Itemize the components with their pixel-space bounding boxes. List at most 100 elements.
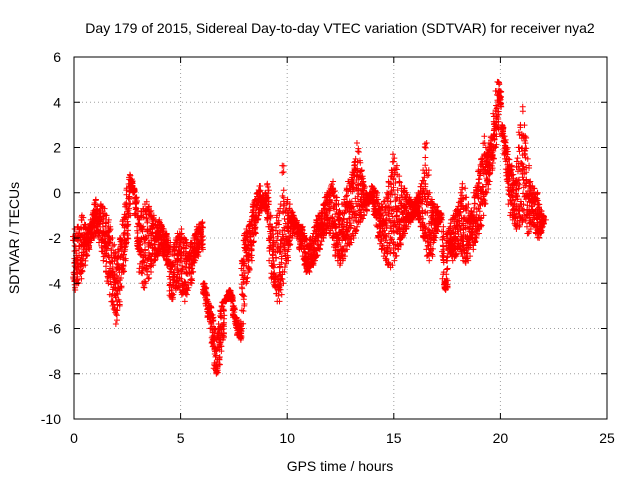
data-point-marker	[142, 280, 149, 287]
data-point-marker	[120, 251, 127, 258]
data-point-marker	[268, 226, 275, 233]
data-point-marker	[280, 168, 287, 175]
data-point-marker	[269, 263, 276, 270]
data-point-marker	[270, 264, 277, 271]
data-point-marker	[182, 290, 189, 297]
chart-title: Day 179 of 2015, Sidereal Day-to-day VTE…	[85, 20, 595, 36]
data-point-marker	[471, 200, 478, 207]
data-point-marker	[279, 169, 286, 176]
data-point-marker	[146, 275, 153, 282]
data-point-marker	[276, 210, 283, 217]
data-point-marker	[270, 279, 277, 286]
data-point-marker	[75, 279, 82, 286]
data-point-marker	[227, 292, 234, 299]
data-point-marker	[116, 301, 123, 308]
data-point-marker	[153, 251, 160, 258]
data-point-marker	[277, 249, 284, 256]
data-point-marker	[103, 258, 110, 265]
data-point-marker	[210, 314, 217, 321]
data-point-marker	[280, 187, 287, 194]
data-point-marker	[198, 226, 205, 233]
data-point-marker	[178, 270, 185, 277]
data-point-marker	[204, 292, 211, 299]
data-point-marker	[139, 264, 146, 271]
data-point-marker	[121, 268, 128, 275]
data-point-marker	[294, 223, 301, 230]
data-point-marker	[241, 301, 248, 308]
data-point-marker	[241, 293, 248, 300]
data-point-marker	[243, 278, 250, 285]
data-point-marker	[174, 237, 181, 244]
data-point-marker	[130, 189, 137, 196]
data-point-marker	[462, 185, 469, 192]
data-point-marker	[145, 275, 152, 282]
data-point-marker	[267, 214, 274, 221]
data-point-marker	[173, 265, 180, 272]
data-point-marker	[273, 255, 280, 262]
data-point-marker	[217, 341, 224, 348]
data-point-marker	[216, 361, 223, 368]
data-point-marker	[299, 226, 306, 233]
data-point-marker	[124, 218, 131, 225]
data-point-marker	[208, 304, 215, 311]
data-point-marker	[122, 255, 129, 262]
data-point-marker	[355, 149, 362, 156]
data-point-marker	[97, 202, 104, 209]
data-point-marker	[78, 275, 85, 282]
data-point-marker	[194, 251, 201, 258]
data-point-marker	[107, 278, 114, 285]
data-point-marker	[253, 213, 260, 220]
data-point-marker	[265, 198, 272, 205]
data-point-marker	[230, 303, 237, 310]
data-point-marker	[101, 205, 108, 212]
data-point-marker	[443, 266, 450, 273]
data-point-marker	[391, 155, 398, 162]
data-point-marker	[272, 224, 279, 231]
data-point-marker	[283, 257, 290, 264]
data-point-marker	[125, 210, 132, 217]
data-point-marker	[118, 247, 125, 254]
data-point-marker	[189, 262, 196, 269]
data-point-marker	[179, 268, 186, 275]
data-point-marker	[246, 218, 253, 225]
data-point-marker	[239, 325, 246, 332]
data-point-marker	[134, 207, 141, 214]
data-point-marker	[276, 261, 283, 268]
data-point-marker	[279, 192, 286, 199]
data-point-marker	[240, 320, 247, 327]
data-point-marker	[278, 253, 285, 260]
data-point-marker	[142, 233, 149, 240]
data-point-marker	[124, 232, 131, 239]
data-point-marker	[121, 244, 128, 251]
data-point-marker	[111, 284, 118, 291]
data-point-marker	[264, 194, 271, 201]
data-point-marker	[114, 260, 121, 267]
data-point-marker	[83, 250, 90, 257]
data-point-marker	[71, 242, 78, 249]
data-point-marker	[140, 284, 147, 291]
data-point-marker	[123, 240, 130, 247]
data-point-marker	[143, 198, 150, 205]
data-point-marker	[248, 242, 255, 249]
data-point-marker	[221, 312, 228, 319]
data-point-marker	[78, 214, 85, 221]
data-point-marker	[240, 308, 247, 315]
data-point-marker	[168, 292, 175, 299]
data-point-marker	[154, 252, 161, 259]
data-point-marker	[167, 239, 174, 246]
data-point-marker	[389, 151, 396, 158]
data-point-marker	[114, 291, 121, 298]
data-point-marker	[220, 334, 227, 341]
data-point-marker	[277, 243, 284, 250]
data-point-marker	[274, 233, 281, 240]
data-point-marker	[275, 221, 282, 228]
data-point-marker	[112, 287, 119, 294]
data-point-marker	[91, 200, 98, 207]
data-point-marker	[198, 238, 205, 245]
data-point-marker	[147, 263, 154, 270]
data-point-marker	[183, 242, 190, 249]
data-point-marker	[202, 285, 209, 292]
data-point-marker	[119, 221, 126, 228]
data-point-marker	[231, 306, 238, 313]
